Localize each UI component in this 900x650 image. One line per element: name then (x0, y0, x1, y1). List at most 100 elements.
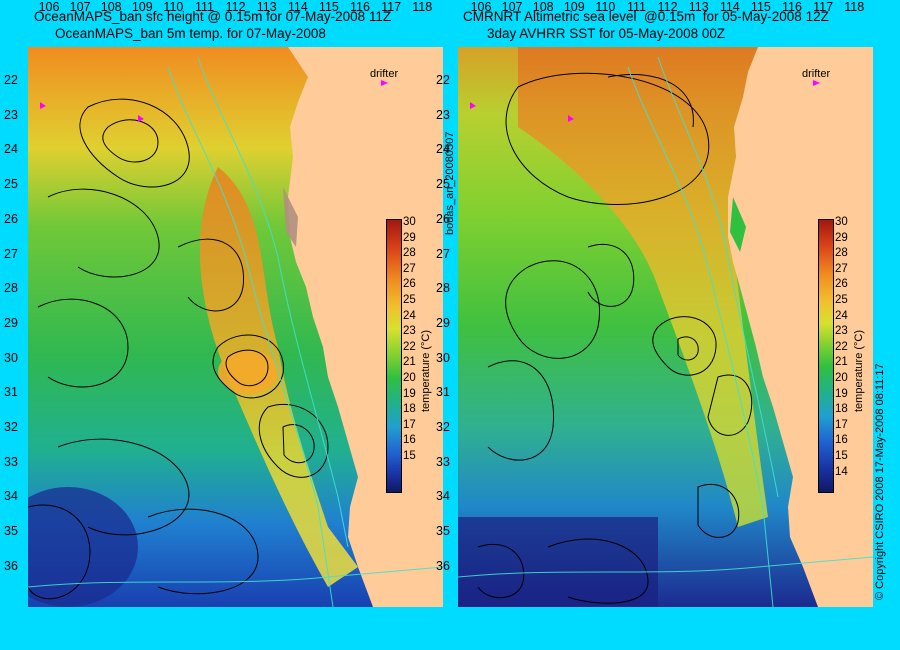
colorbar-tick-label: 29 (403, 231, 416, 244)
lat-tick-label: 25 (436, 177, 450, 192)
lon-tick-label: 113 (688, 0, 709, 14)
left-title-line2: OceanMAPS_ban 5m temp. for 07-May-2008 (55, 26, 326, 41)
lon-tick-label: 111 (626, 0, 646, 14)
right-colorbar (818, 219, 834, 493)
right-title-line2: 3day AVHRR SST for 05-May-2008 00Z (487, 26, 726, 41)
right-warm-current (518, 47, 768, 527)
left-map-panel (28, 47, 443, 607)
colorbar-tick-label: 15 (403, 450, 416, 462)
lat-tick-label: 26 (4, 211, 18, 226)
left-colorbar (386, 219, 402, 493)
colorbar-tick-label: 30 (403, 216, 416, 228)
lon-tick-label: 117 (381, 0, 402, 14)
lat-tick-label: 29 (436, 315, 450, 330)
lat-tick-label: 30 (436, 350, 450, 365)
lat-tick-label: 32 (436, 420, 450, 434)
right-contours (477, 72, 753, 604)
lon-tick-label: 113 (256, 0, 277, 14)
right-cold-patch (458, 517, 658, 607)
lon-tick-label: 106 (38, 0, 60, 14)
lon-tick-label: 115 (750, 0, 771, 14)
lat-tick-label: 23 (4, 107, 18, 122)
lat-tick-label: 36 (4, 558, 18, 573)
lon-tick-label: 112 (657, 0, 678, 14)
colorbar-tick-label: 28 (835, 247, 848, 260)
lon-tick-label: 116 (350, 0, 370, 14)
right-map-panel (458, 47, 873, 607)
left-map-svg (28, 47, 443, 607)
left-isobaths (28, 56, 443, 607)
colorbar-tick-label: 19 (835, 387, 848, 400)
colorbar-tick-label: 25 (835, 294, 848, 306)
right-drifter-legend-marker (813, 80, 820, 86)
lat-tick-label: 28 (436, 281, 450, 296)
lon-tick-label: 114 (287, 0, 308, 14)
right-isobaths (458, 56, 873, 607)
left-contours (28, 98, 329, 600)
lat-tick-label: 26 (436, 211, 450, 226)
lat-tick-label: 35 (4, 524, 18, 539)
colorbar-tick-label: 24 (835, 309, 848, 322)
lon-tick-label: 107 (501, 0, 523, 14)
lat-tick-label: 35 (436, 524, 450, 539)
colorbar-tick-label: 16 (835, 434, 848, 447)
colorbar-tick-label: 25 (403, 294, 416, 306)
lon-tick-label: 106 (470, 0, 492, 14)
colorbar-tick-label: 17 (403, 418, 416, 431)
right-land-mass (728, 47, 873, 607)
colorbar-tick-label: 19 (403, 387, 416, 400)
lat-tick-label: 28 (4, 281, 18, 296)
right-bay (730, 197, 746, 252)
center-vertical-label: bodas_an_20080507 (444, 131, 456, 235)
lat-tick-label: 34 (4, 489, 18, 504)
colorbar-tick-label: 27 (835, 262, 848, 275)
copyright-label: © Copyright CSIRO 2008 17-May-2008 08:11… (874, 363, 886, 600)
lat-tick-label: 24 (436, 142, 450, 157)
lat-tick-label: 36 (436, 558, 450, 573)
colorbar-tick-label: 17 (835, 418, 848, 431)
colorbar-tick-label: 24 (403, 309, 416, 322)
lat-tick-label: 29 (4, 315, 18, 330)
colorbar-tick-label: 26 (403, 278, 416, 291)
right-map-svg (458, 47, 873, 607)
lon-tick-label: 108 (100, 0, 122, 14)
left-bay (283, 187, 298, 247)
lon-tick-label: 109 (131, 0, 153, 14)
lat-tick-label: 31 (436, 385, 450, 400)
colorbar-tick-label: 23 (835, 325, 848, 338)
right-colorbar-label: temperature (°C) (853, 329, 865, 412)
lon-tick-label: 110 (595, 0, 616, 14)
colorbar-tick-label: 29 (835, 231, 848, 244)
lat-tick-label: 25 (4, 177, 18, 192)
lon-tick-label: 114 (719, 0, 740, 14)
lon-tick-label: 110 (163, 0, 184, 14)
colorbar-tick-label: 23 (403, 325, 416, 338)
lat-tick-label: 27 (4, 246, 18, 261)
colorbar-tick-label: 21 (403, 356, 416, 369)
colorbar-tick-label: 18 (835, 403, 848, 416)
colorbar-tick-label: 18 (403, 403, 416, 416)
left-cold-patch (28, 487, 138, 607)
lon-tick-label: 116 (782, 0, 802, 14)
lat-tick-label: 23 (436, 107, 450, 122)
colorbar-tick-label: 27 (403, 262, 416, 275)
lon-tick-label: 118 (844, 0, 865, 14)
colorbar-tick-label: 26 (835, 278, 848, 291)
lat-tick-label: 33 (436, 454, 450, 469)
lon-tick-label: 118 (412, 0, 433, 14)
lat-tick-label: 32 (4, 420, 18, 434)
colorbar-tick-label: 28 (403, 247, 416, 260)
lon-tick-label: 112 (225, 0, 246, 14)
lon-tick-label: 111 (194, 0, 214, 14)
colorbar-tick-label: 30 (835, 216, 848, 228)
lat-tick-label: 27 (436, 246, 450, 261)
colorbar-tick-label: 22 (835, 340, 848, 353)
lon-tick-label: 107 (69, 0, 91, 14)
colorbar-tick-label: 15 (835, 450, 848, 462)
left-drifter-label: drifter (370, 68, 399, 80)
lat-tick-label: 31 (4, 385, 18, 400)
lon-tick-label: 117 (813, 0, 834, 14)
colorbar-tick-label: 20 (403, 372, 416, 384)
lat-tick-label: 33 (4, 454, 18, 469)
colorbar-tick-label: 20 (835, 372, 848, 384)
